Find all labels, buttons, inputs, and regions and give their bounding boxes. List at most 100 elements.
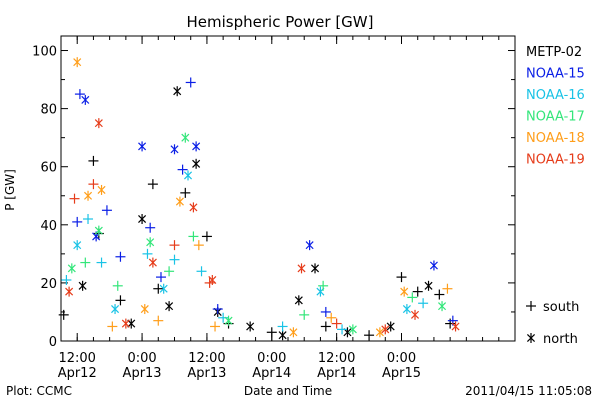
data-point-noaa-19: [88, 179, 99, 190]
data-point-metp-02: [396, 272, 407, 283]
legend-item-metp-02: METP-02: [526, 45, 582, 60]
data-point-noaa-17: [318, 280, 329, 291]
data-point-noaa-17: [94, 225, 103, 236]
data-point-metp-02: [153, 283, 164, 294]
data-point-noaa-16: [61, 275, 72, 285]
footer-timestamp: 2011/04/15 11:05:08: [465, 384, 592, 398]
data-point-noaa-15: [145, 222, 156, 233]
data-point-noaa-15: [138, 141, 147, 152]
data-point-metp-02: [78, 280, 87, 291]
x-tick-label-date: Apr12: [58, 366, 97, 381]
data-point-metp-02: [58, 309, 69, 320]
data-point-noaa-19: [189, 202, 198, 213]
data-point-noaa-16: [111, 304, 120, 315]
x-tick-label-date: Apr14: [317, 366, 356, 381]
data-point-metp-02: [115, 295, 126, 306]
y-tick-label: 0: [49, 335, 57, 350]
x-tick-label-time: 0:00: [127, 351, 156, 366]
data-point-noaa-19: [297, 263, 306, 274]
data-point-metp-02: [147, 179, 158, 190]
x-axis: 12:00Apr120:00Apr1312:00Apr130:00Apr1412…: [58, 36, 500, 381]
data-point-noaa-19: [121, 318, 130, 329]
data-point-noaa-18: [442, 283, 453, 294]
data-point-metp-02: [165, 301, 174, 312]
data-point-metp-02: [310, 263, 320, 274]
marker-legend-star-symbol: [526, 333, 536, 343]
data-point-metp-02: [278, 330, 287, 341]
x-tick-label-time: 12:00: [58, 351, 95, 366]
marker-legend: south north: [526, 300, 579, 347]
data-point-metp-02: [266, 327, 277, 338]
x-tick-label-date: Apr14: [252, 366, 291, 381]
data-point-noaa-16: [83, 214, 94, 224]
data-point-noaa-18: [210, 321, 221, 332]
x-tick-label-date: Apr15: [382, 366, 421, 381]
x-tick-label-date: Apr13: [187, 366, 226, 381]
x-axis-label: Date and Time: [244, 384, 332, 398]
data-point-noaa-16: [169, 254, 180, 265]
data-point-noaa-18: [83, 190, 93, 201]
data-point-noaa-16: [73, 240, 82, 251]
x-tick-label-time: 0:00: [387, 351, 416, 366]
data-point-noaa-18: [140, 304, 149, 315]
marker-legend-label-north: north: [543, 332, 578, 347]
data-point-noaa-19: [451, 321, 460, 332]
data-point-noaa-18: [73, 57, 82, 68]
y-tick-label: 60: [40, 161, 57, 176]
data-point-noaa-17: [188, 231, 199, 242]
legend-item-noaa-17: NOAA-17: [526, 110, 585, 125]
data-point-noaa-16: [277, 321, 288, 332]
x-tick-label-time: 12:00: [318, 351, 355, 366]
data-point-noaa-16: [337, 324, 348, 335]
data-point-noaa-17: [407, 292, 418, 303]
marker-legend-plus-symbol: [526, 301, 536, 311]
data-point-noaa-15: [429, 260, 438, 271]
data-point-noaa-18: [97, 184, 106, 195]
data-point-noaa-16: [418, 298, 429, 309]
data-point-noaa-16: [183, 170, 193, 181]
data-point-metp-02: [386, 321, 395, 332]
data-point-noaa-18: [375, 327, 384, 338]
data-point-noaa-15: [305, 240, 314, 251]
data-point-noaa-15: [155, 272, 166, 283]
data-point-metp-02: [412, 286, 423, 297]
data-point-noaa-19: [69, 193, 80, 204]
data-point-noaa-15: [192, 141, 201, 152]
data-point-noaa-18: [326, 312, 337, 323]
legend: METP-02 NOAA-15 NOAA-16 NOAA-17 NOAA-18 NOAA-…: [526, 45, 585, 168]
legend-item-noaa-19: NOAA-19: [526, 153, 585, 168]
legend-item-noaa-18: NOAA-18: [526, 131, 585, 146]
data-point-noaa-17: [164, 266, 175, 277]
data-point-noaa-16: [159, 283, 168, 294]
data-point-noaa-18: [175, 196, 184, 207]
data-point-noaa-19: [169, 240, 180, 251]
x-tick-label-time: 0:00: [257, 351, 286, 366]
data-point-noaa-17: [80, 257, 91, 268]
data-point-noaa-15: [101, 205, 112, 216]
x-tick-label-date: Apr13: [123, 366, 162, 381]
data-point-noaa-15: [81, 94, 90, 105]
y-axis: 0 20 40 60 80 100: [32, 45, 515, 350]
marker-legend-label-south: south: [543, 300, 579, 315]
data-point-noaa-17: [438, 301, 447, 312]
data-point-noaa-18: [400, 286, 409, 297]
data-point-noaa-16: [142, 248, 153, 259]
data-point-noaa-15: [212, 304, 223, 315]
data-point-noaa-19: [65, 286, 74, 297]
data-point-noaa-18: [153, 315, 164, 326]
data-point-metp-02: [294, 295, 303, 306]
data-point-noaa-15: [170, 144, 179, 155]
data-point-noaa-15: [177, 164, 188, 175]
data-point-noaa-15: [74, 89, 85, 100]
data-points: [58, 57, 460, 341]
y-axis-label: P [GW]: [3, 169, 17, 211]
data-point-metp-02: [138, 214, 147, 224]
y-tick-label: 100: [32, 45, 57, 60]
data-point-noaa-16: [196, 266, 207, 277]
data-point-noaa-18: [193, 240, 204, 251]
data-point-noaa-15: [72, 216, 83, 227]
data-point-metp-02: [180, 187, 191, 198]
data-point-noaa-19: [94, 118, 103, 129]
data-point-noaa-19: [331, 318, 342, 329]
data-point-noaa-18: [289, 327, 298, 338]
